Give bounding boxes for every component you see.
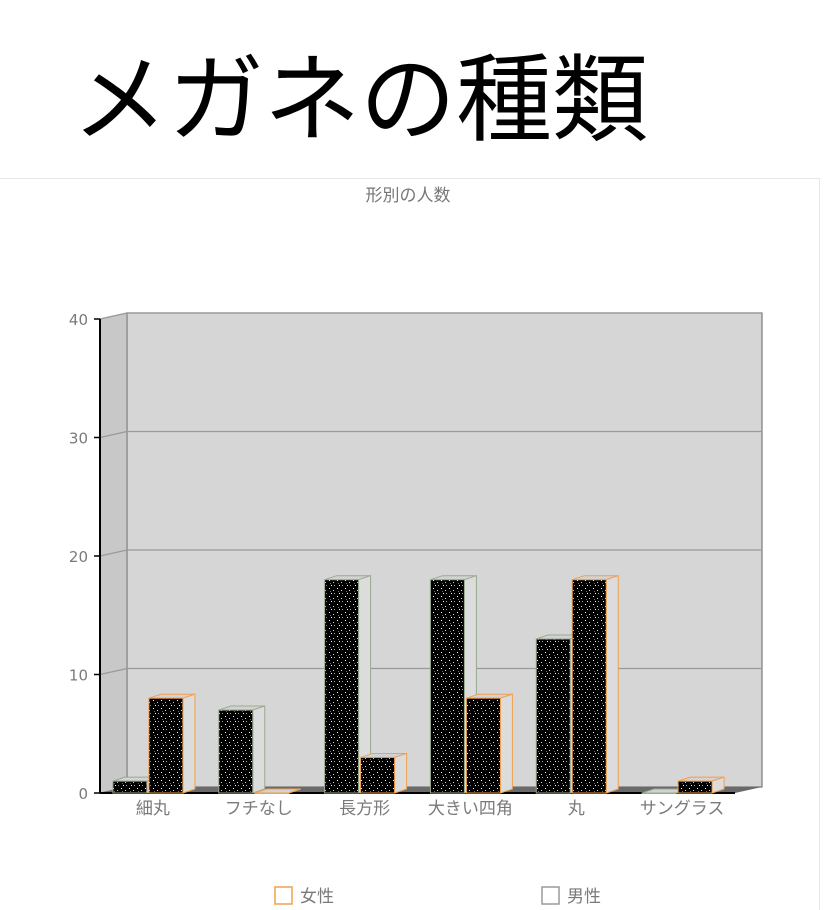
bar	[324, 575, 372, 794]
legend-label: 女性	[300, 887, 334, 907]
bar-front	[148, 697, 184, 794]
bar-front	[254, 792, 290, 794]
bar-side	[182, 693, 196, 794]
y-tick-label: 10	[69, 667, 88, 685]
gridline-side	[99, 312, 128, 320]
bar-side	[252, 705, 266, 794]
bar-front	[218, 709, 254, 794]
bar-front	[112, 780, 148, 794]
bar	[360, 752, 408, 794]
bar-front	[465, 697, 501, 794]
gridline-side	[99, 549, 128, 557]
bar-front	[641, 792, 677, 794]
legend-swatch	[274, 886, 293, 905]
bar-front	[324, 579, 360, 794]
bar-side	[605, 575, 619, 794]
bar	[148, 693, 196, 794]
bar-front	[429, 579, 465, 794]
bar-front	[571, 579, 607, 794]
bar-front	[360, 756, 396, 794]
bar	[571, 575, 619, 794]
bar-side	[499, 693, 513, 794]
y-tick-label: 0	[78, 785, 88, 803]
x-tick-label: 長方形	[339, 799, 390, 819]
y-tick-label: 40	[69, 311, 88, 329]
legend-label: 男性	[567, 887, 601, 907]
bar-side	[288, 788, 301, 794]
page-title: メガネの種類	[72, 44, 648, 156]
x-tick-label: フチなし	[225, 799, 293, 819]
bar-side	[394, 752, 408, 794]
bar-front	[677, 780, 713, 794]
bar	[641, 788, 689, 794]
x-tick-label: 細丸	[136, 799, 170, 819]
bar	[218, 705, 266, 794]
chart-panel: 形別の人数 0 10 20 30 40 細丸 フチなし 長方形 大きい四角 丸 サングラス女性 男性	[0, 178, 820, 910]
x-tick-label: サングラス	[640, 799, 725, 819]
gridline-side	[99, 430, 128, 439]
bar	[677, 776, 725, 794]
y-tick-label: 20	[69, 548, 88, 566]
legend-swatch	[541, 886, 560, 905]
gridline-side	[99, 667, 128, 676]
bar-front	[535, 638, 571, 794]
chart-title: 形別の人数	[366, 186, 451, 206]
x-tick-label: 丸	[568, 799, 585, 819]
y-tick-label: 30	[69, 430, 88, 448]
x-tick-label: 大きい四角	[428, 799, 513, 819]
bar	[465, 693, 513, 794]
bar	[254, 788, 301, 794]
